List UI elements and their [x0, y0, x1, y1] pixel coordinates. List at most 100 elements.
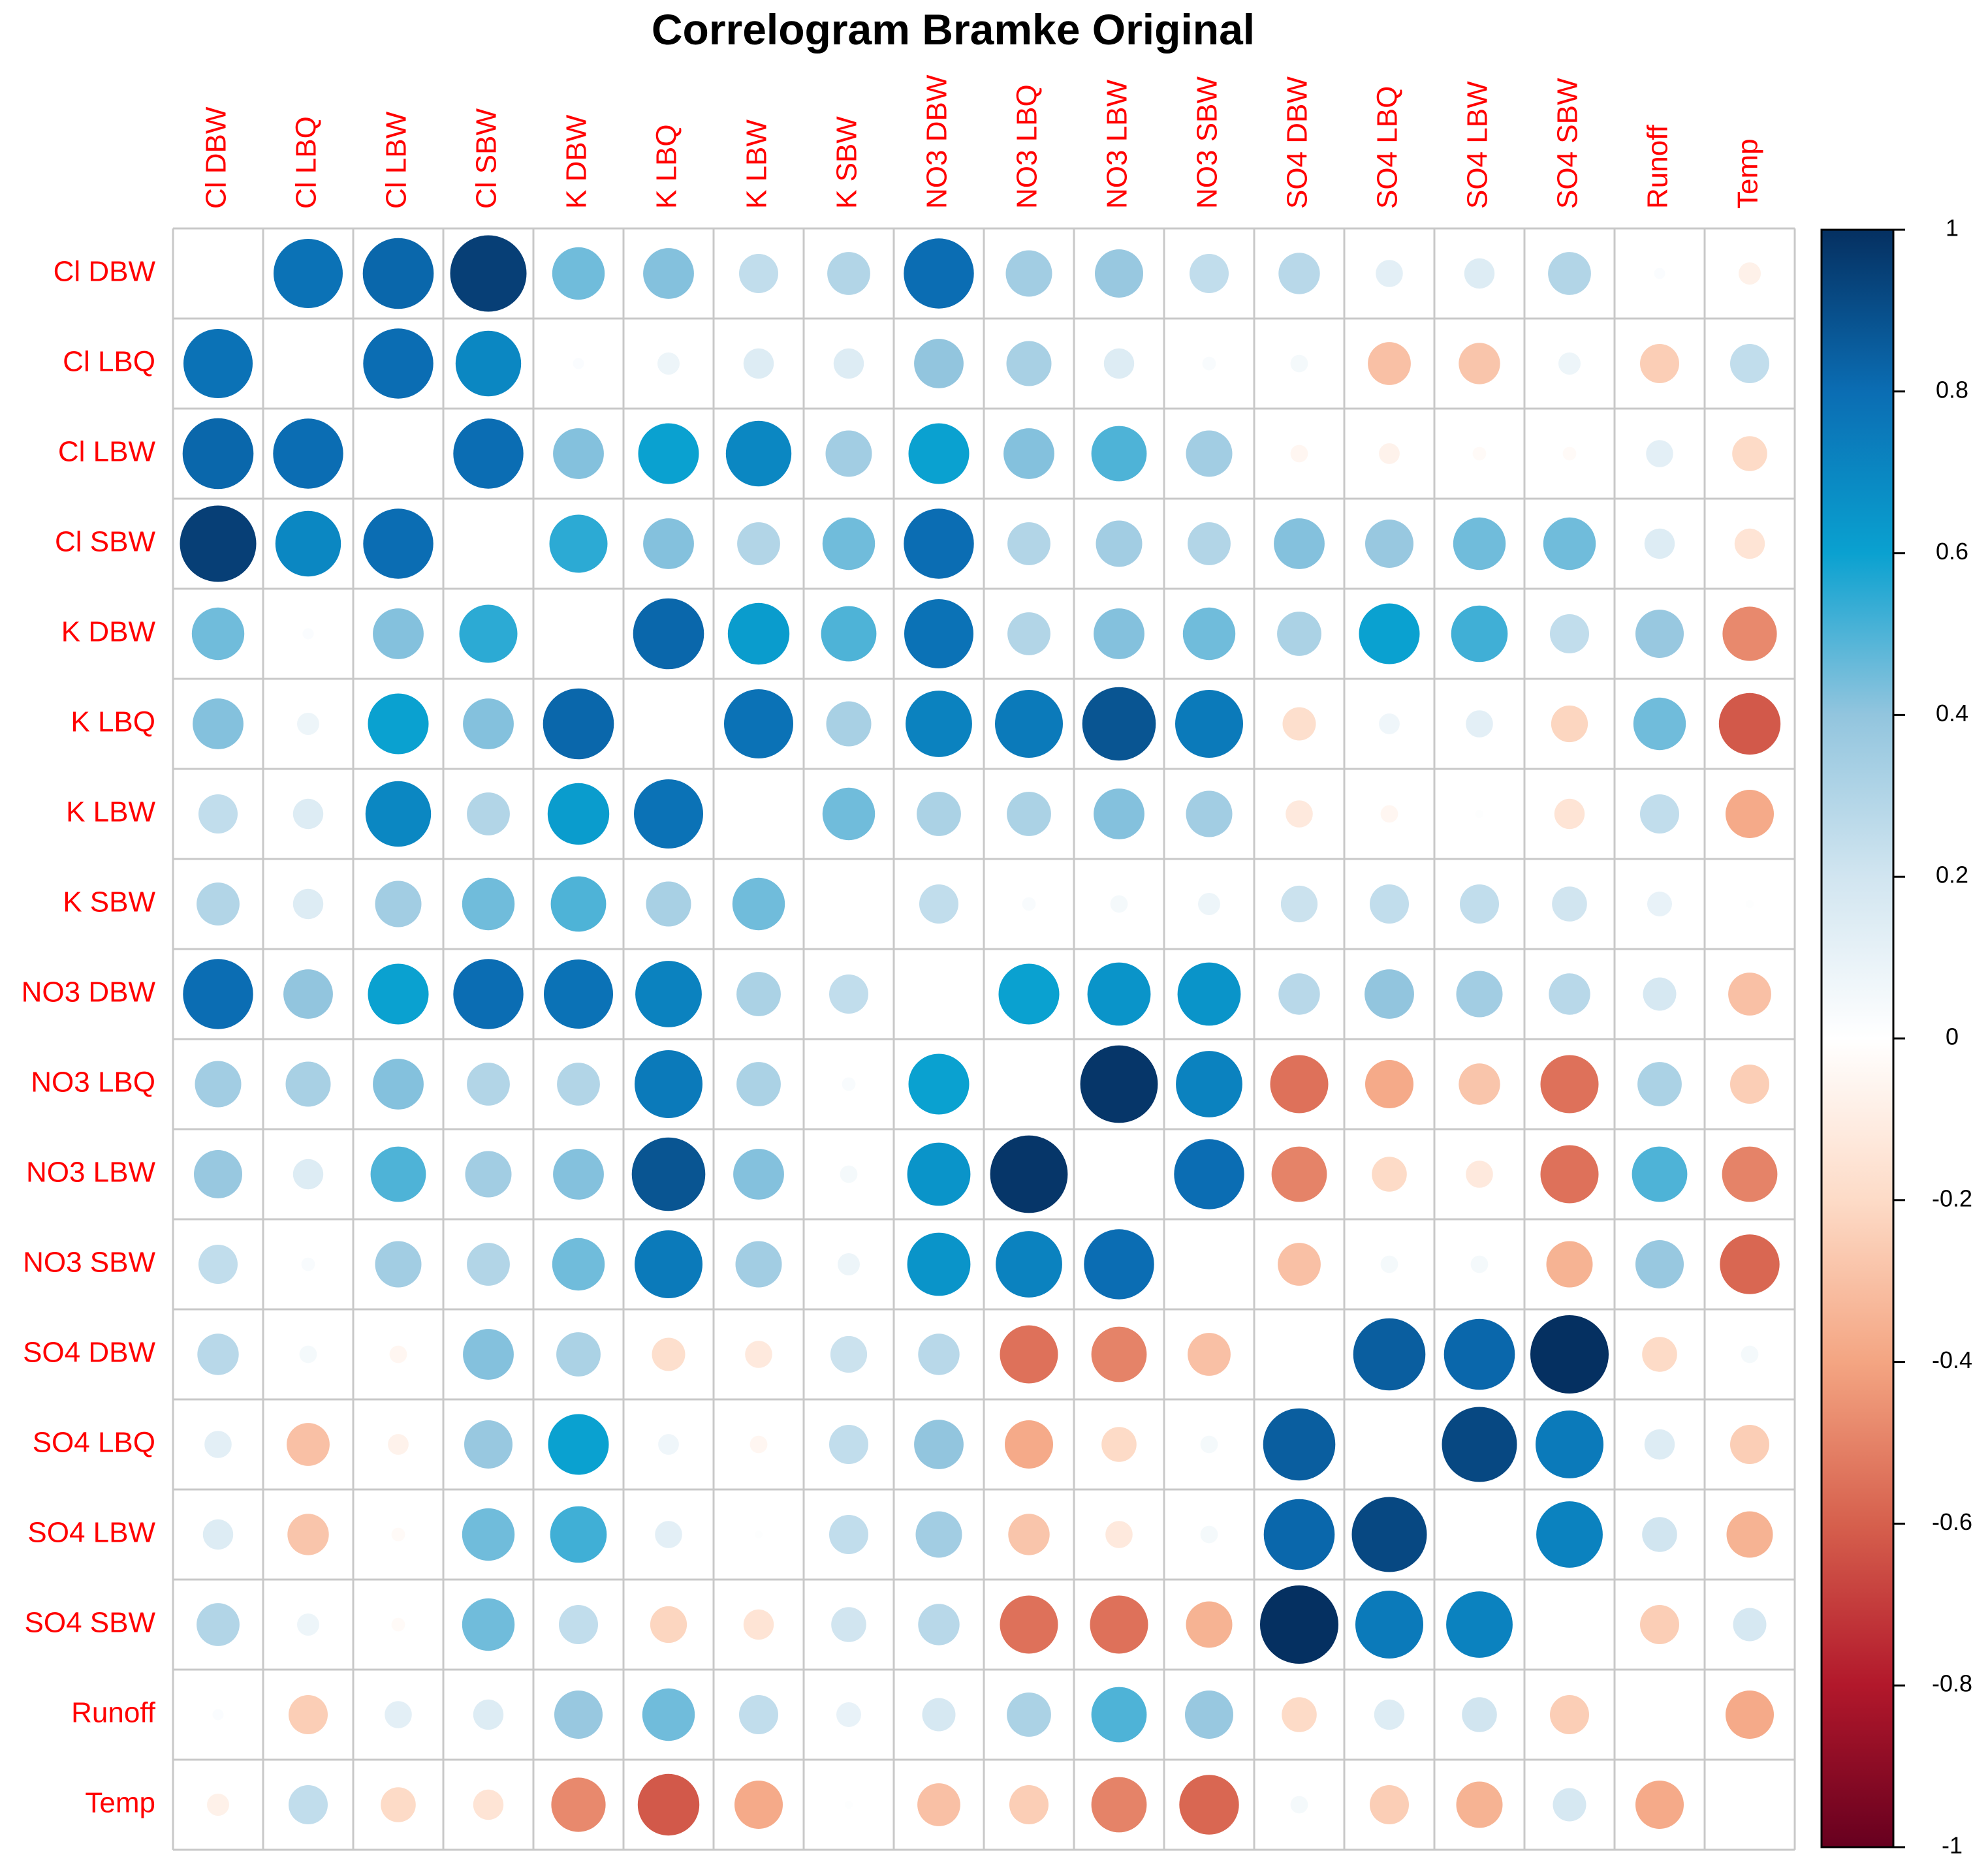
- corr-circle: [464, 1420, 513, 1469]
- row-label: Cl LBW: [58, 436, 156, 468]
- corr-circle: [1726, 1691, 1774, 1739]
- corr-circle: [1376, 260, 1403, 287]
- corr-circle: [1640, 1605, 1679, 1644]
- legend-tick-label: -0.8: [1932, 1670, 1972, 1697]
- col-label: NO3 SBW: [1191, 76, 1223, 209]
- corr-circle: [1368, 342, 1411, 385]
- corr-circle: [550, 876, 607, 932]
- corr-circle: [1718, 693, 1781, 755]
- corr-circle: [635, 961, 702, 1027]
- col-label: Temp: [1732, 138, 1764, 209]
- corr-circle: [1282, 707, 1316, 741]
- corr-circle: [1351, 1497, 1427, 1572]
- col-label: SO4 LBQ: [1372, 86, 1404, 209]
- corr-circle: [1087, 962, 1151, 1026]
- corr-circle: [1536, 1410, 1603, 1478]
- corr-circle: [643, 518, 694, 569]
- legend-tick-label: 0.6: [1936, 538, 1968, 565]
- corr-circle: [1466, 1161, 1493, 1188]
- corr-circle: [825, 430, 872, 477]
- corr-circle: [749, 1435, 768, 1454]
- corr-circle: [1355, 1591, 1423, 1659]
- corr-circle: [389, 1345, 407, 1364]
- corr-circle: [1200, 1525, 1218, 1544]
- corr-circle: [1091, 1687, 1147, 1743]
- corr-circle: [1278, 1243, 1321, 1286]
- corr-circle: [1475, 810, 1483, 818]
- corr-circle: [918, 1604, 960, 1645]
- corr-circle: [904, 238, 974, 309]
- corr-circle: [657, 352, 680, 375]
- corr-circle: [388, 1434, 409, 1455]
- corr-circle: [1094, 608, 1144, 659]
- corr-circle: [1550, 614, 1589, 653]
- corr-circle: [1186, 1601, 1233, 1648]
- corr-circle: [646, 881, 691, 927]
- row-label: K SBW: [63, 886, 155, 918]
- corr-circle: [914, 1420, 964, 1469]
- corr-circle: [363, 328, 434, 399]
- corr-circle: [1000, 1595, 1058, 1654]
- legend-tick-label: -0.4: [1932, 1347, 1972, 1373]
- col-label: NO3 DBW: [921, 74, 953, 209]
- corr-circle: [548, 1414, 609, 1475]
- corr-circle: [637, 1773, 700, 1836]
- corr-circle: [1105, 1521, 1133, 1548]
- corr-circle: [381, 1787, 416, 1822]
- corr-circle: [995, 690, 1063, 758]
- corr-circle: [573, 358, 584, 369]
- corr-circle: [463, 698, 514, 749]
- corr-circle: [1460, 884, 1499, 924]
- legend-tick-label: 0.2: [1936, 862, 1968, 888]
- corr-circle: [1543, 517, 1596, 570]
- corr-circle: [836, 1702, 861, 1727]
- corr-circle: [1278, 973, 1320, 1015]
- corr-circle: [838, 1253, 860, 1275]
- corr-circle: [1198, 893, 1220, 915]
- corr-circle: [1290, 354, 1308, 373]
- chart-title: Correlogram Bramke Original: [652, 5, 1255, 54]
- corr-circle: [915, 1511, 962, 1558]
- corr-circle: [1190, 254, 1229, 293]
- corr-circle: [1746, 900, 1754, 908]
- corr-circle: [549, 514, 608, 573]
- corr-circle: [183, 959, 253, 1029]
- corr-circle: [826, 701, 872, 747]
- col-label: K SBW: [831, 116, 863, 209]
- corr-circle: [1446, 1591, 1513, 1658]
- corr-circle: [1546, 1241, 1593, 1288]
- col-label: NO3 LBW: [1101, 79, 1133, 209]
- corr-circle: [658, 1434, 679, 1455]
- legend-tick-label: 1: [1946, 215, 1959, 242]
- corr-circle: [180, 505, 257, 582]
- corr-circle: [1637, 1062, 1682, 1106]
- corr-circle: [1186, 790, 1233, 837]
- corr-circle: [197, 882, 240, 926]
- corr-circle: [1290, 1796, 1308, 1814]
- corr-circle: [821, 606, 877, 662]
- corr-circle: [204, 1431, 232, 1458]
- corr-circle: [1459, 343, 1500, 384]
- grid-layer: [172, 227, 1796, 1851]
- row-label: Cl SBW: [55, 526, 155, 558]
- corr-circle: [197, 1333, 239, 1375]
- corr-circle: [193, 698, 244, 749]
- corr-circle: [1188, 522, 1231, 565]
- col-label: Cl DBW: [200, 106, 232, 209]
- corr-circle: [1177, 962, 1241, 1026]
- corr-circle: [1444, 1318, 1515, 1390]
- corr-circle: [553, 1149, 604, 1200]
- corr-circle: [1562, 446, 1577, 461]
- corr-circle: [831, 1607, 866, 1642]
- corr-circle: [829, 1515, 868, 1554]
- corr-circle: [198, 794, 238, 834]
- corr-circle: [552, 247, 605, 300]
- corr-circle: [1372, 1157, 1407, 1192]
- corr-circle: [1635, 1781, 1684, 1829]
- row-label: Cl LBQ: [63, 346, 155, 378]
- corr-circle: [1456, 1781, 1503, 1828]
- corr-circle: [1732, 436, 1767, 471]
- corr-circle: [907, 1232, 971, 1296]
- corr-circle: [462, 1598, 515, 1651]
- corr-circle: [274, 239, 343, 308]
